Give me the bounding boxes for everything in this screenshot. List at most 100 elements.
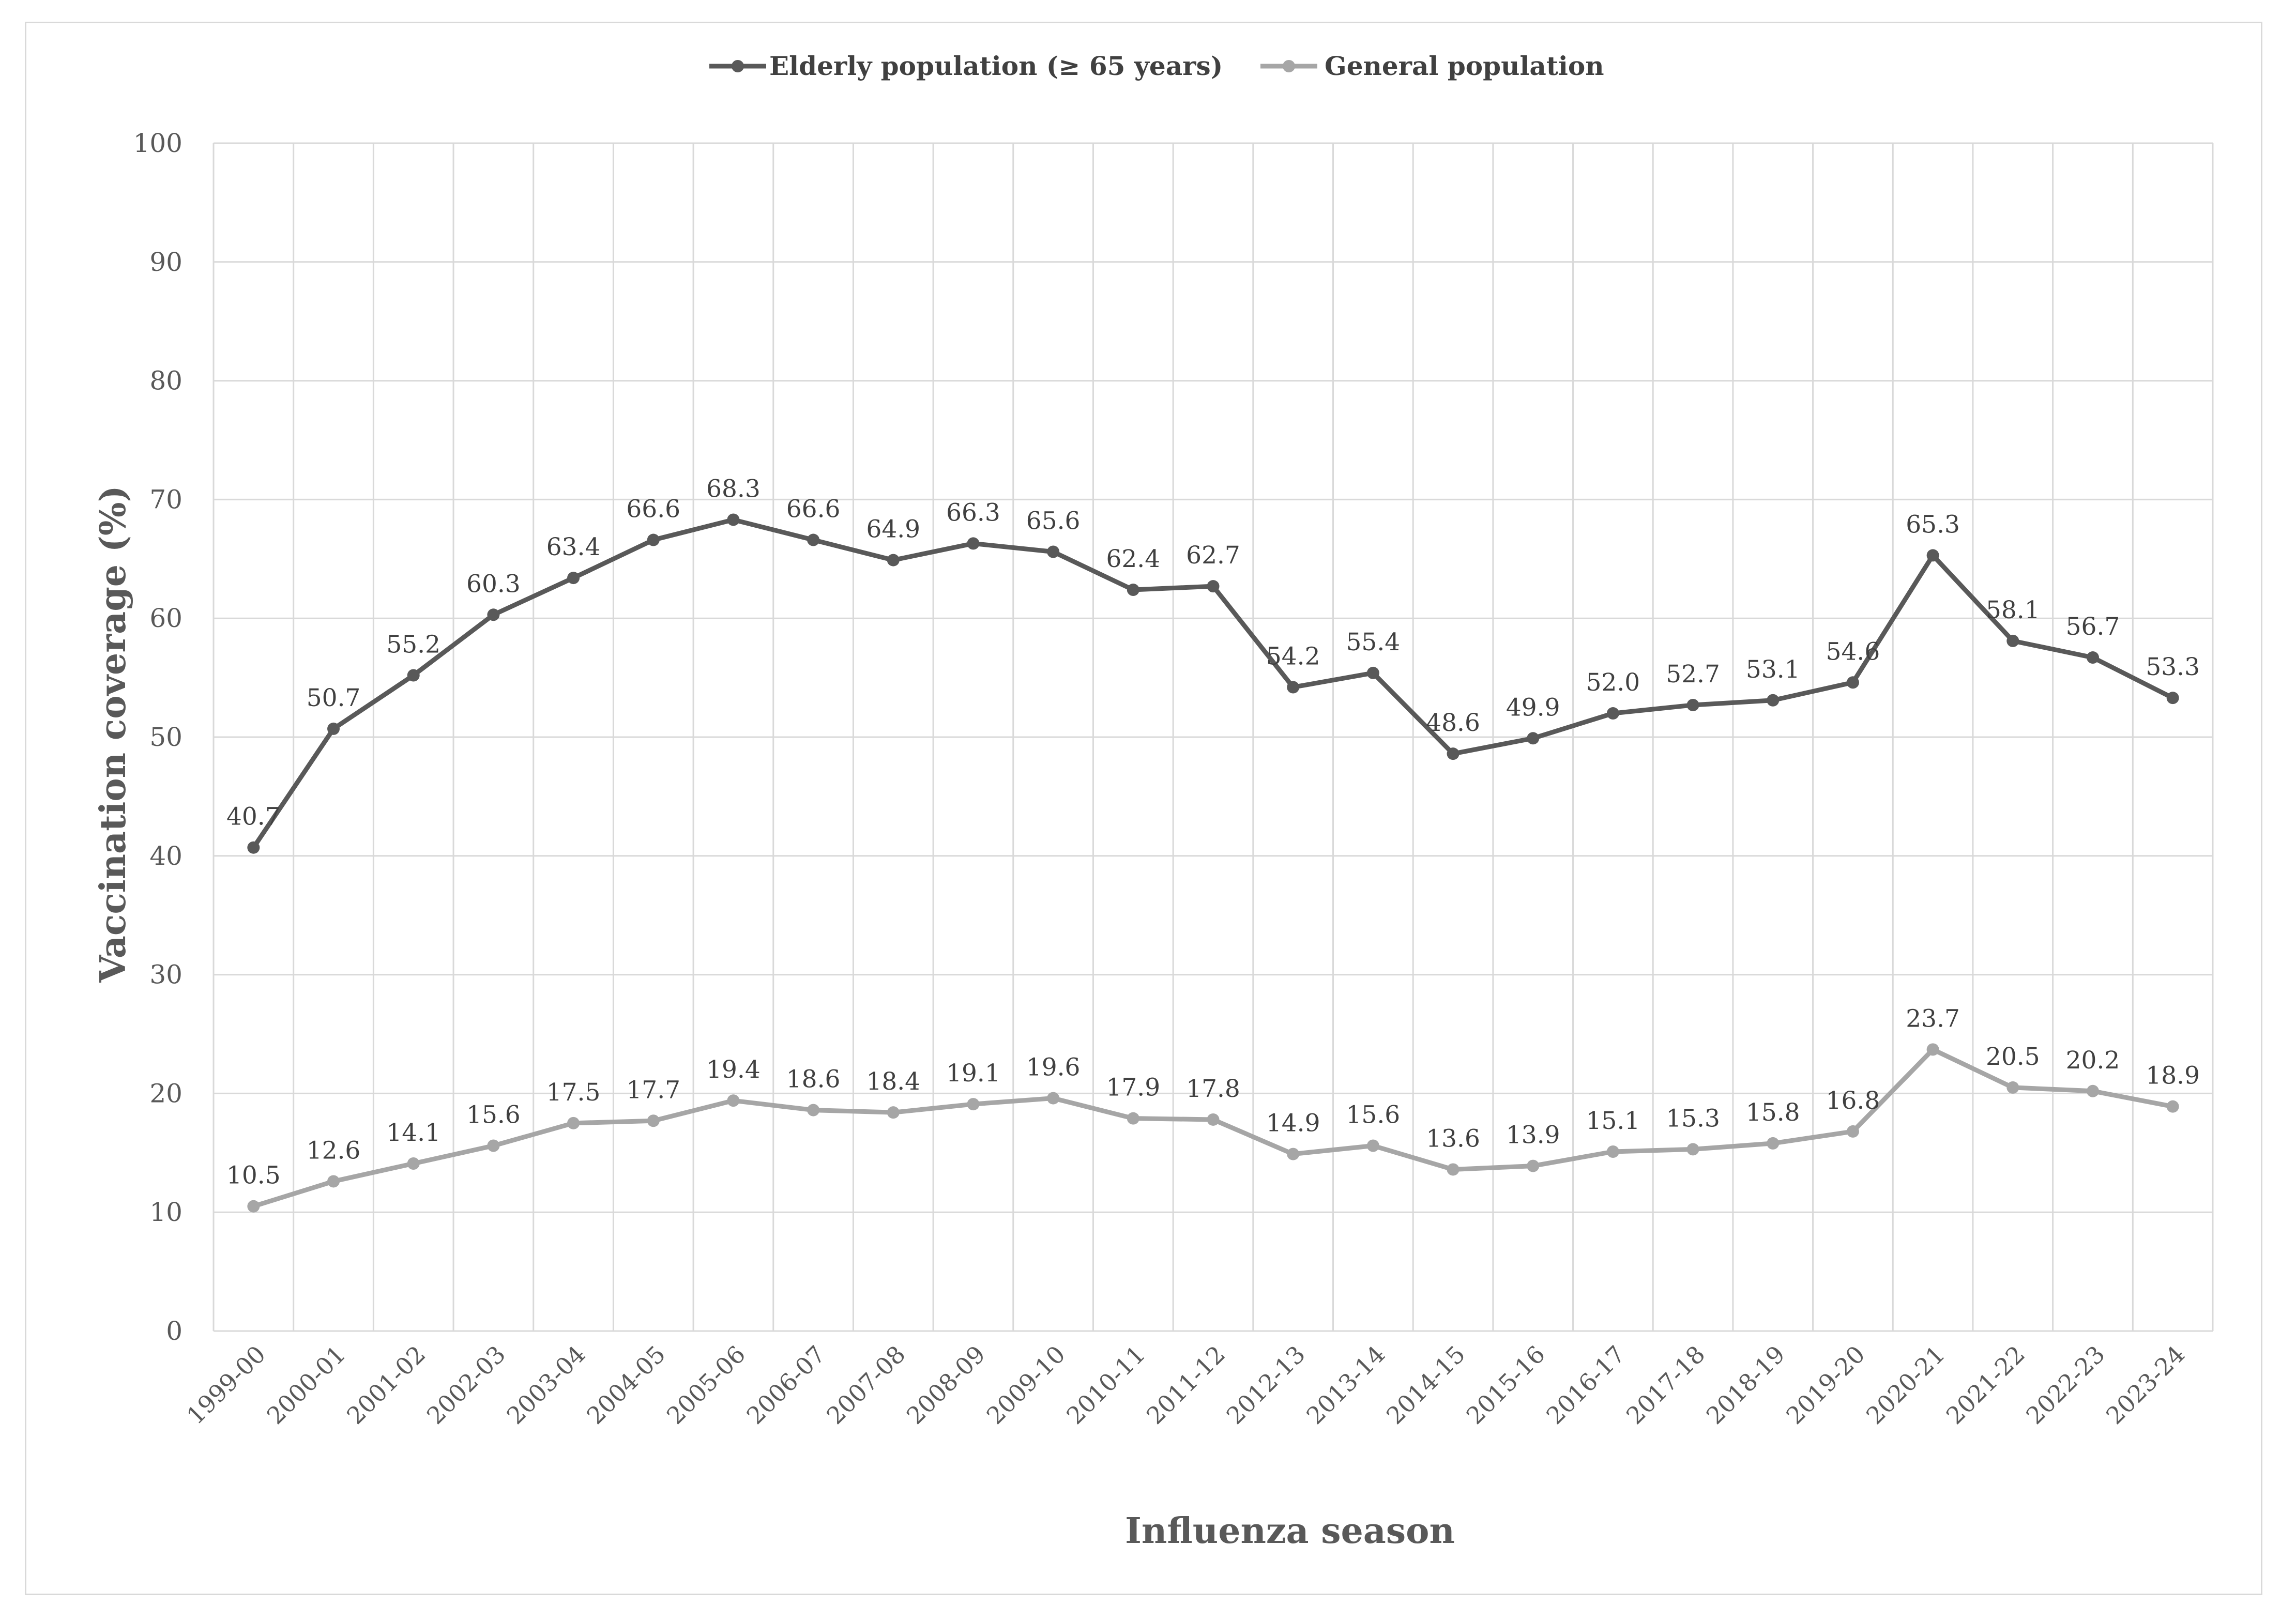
x-tick-label: 2004-05 <box>581 1340 671 1430</box>
data-label: 13.6 <box>1426 1124 1480 1153</box>
data-label: 54.6 <box>1826 637 1880 666</box>
x-tick-label: 2022-23 <box>2020 1340 2110 1430</box>
data-point[interactable] <box>967 1098 980 1111</box>
data-point[interactable] <box>1926 549 1939 562</box>
x-tick-label: 2013-14 <box>1301 1340 1390 1430</box>
y-tick-label: 80 <box>149 366 183 396</box>
y-tick-label: 70 <box>149 484 183 514</box>
data-point[interactable] <box>1606 707 1619 720</box>
data-point[interactable] <box>247 1200 260 1213</box>
data-point[interactable] <box>1287 681 1300 694</box>
data-point[interactable] <box>887 1106 900 1119</box>
chart-frame <box>25 22 2262 1595</box>
y-tick-label: 30 <box>149 960 183 990</box>
data-label: 13.9 <box>1506 1121 1560 1150</box>
data-point[interactable] <box>1527 1159 1540 1172</box>
data-label: 16.8 <box>1826 1087 1880 1115</box>
data-point[interactable] <box>1767 1137 1780 1150</box>
data-point[interactable] <box>1366 1139 1379 1152</box>
y-tick-label: 40 <box>149 841 183 871</box>
data-point[interactable] <box>247 841 260 854</box>
data-label: 52.0 <box>1586 668 1640 697</box>
data-point[interactable] <box>647 533 660 546</box>
x-axis-title: Influenza season <box>1125 1510 1455 1552</box>
data-point[interactable] <box>807 1104 820 1117</box>
x-tick-label: 2017-18 <box>1621 1340 1710 1430</box>
legend-item-elderly[interactable]: Elderly population (≥ 65 years) <box>709 51 1223 81</box>
data-point[interactable] <box>1767 694 1780 707</box>
y-tick-label: 60 <box>149 603 183 633</box>
y-tick-label: 10 <box>149 1197 183 1227</box>
data-point[interactable] <box>1207 1113 1220 1126</box>
data-label: 55.2 <box>386 631 440 659</box>
data-point[interactable] <box>1127 1112 1139 1125</box>
legend-label-elderly: Elderly population (≥ 65 years) <box>769 51 1223 81</box>
legend-item-general[interactable]: General population <box>1260 51 1604 81</box>
data-label: 15.6 <box>466 1101 521 1129</box>
data-point[interactable] <box>327 722 340 735</box>
data-point[interactable] <box>1686 1143 1699 1156</box>
data-point[interactable] <box>1606 1145 1619 1158</box>
data-label: 18.6 <box>786 1065 841 1094</box>
data-point[interactable] <box>487 1139 500 1152</box>
data-point[interactable] <box>567 572 580 585</box>
data-point[interactable] <box>2006 1081 2019 1094</box>
data-label: 20.2 <box>2066 1046 2120 1075</box>
x-tick-label: 2000-01 <box>261 1340 351 1430</box>
data-point[interactable] <box>1686 698 1699 711</box>
data-point[interactable] <box>647 1114 660 1127</box>
y-axis-ticks: 0 10 20 30 40 50 60 70 80 90 100 <box>133 128 183 1346</box>
x-tick-label: 2002-03 <box>421 1340 511 1430</box>
data-labels: 40.7 50.7 55.2 60.3 63.4 66.6 68.3 66.6 64.9 66.3… <box>226 475 2200 1189</box>
data-label: 66.6 <box>626 495 680 524</box>
data-point[interactable] <box>1366 666 1379 679</box>
x-tick-label: 1999-00 <box>181 1340 271 1430</box>
y-tick-label: 100 <box>133 128 183 158</box>
data-point[interactable] <box>967 537 980 550</box>
data-label: 14.9 <box>1266 1109 1320 1138</box>
data-label: 17.5 <box>546 1078 601 1107</box>
data-point[interactable] <box>487 608 500 621</box>
data-point[interactable] <box>887 554 900 567</box>
x-tick-label: 2016-17 <box>1541 1340 1630 1430</box>
data-point[interactable] <box>567 1117 580 1129</box>
data-point[interactable] <box>1207 580 1220 593</box>
data-point[interactable] <box>2166 1100 2179 1113</box>
series-line <box>251 1047 2176 1209</box>
data-point[interactable] <box>1846 1125 1859 1138</box>
data-label: 23.7 <box>1906 1004 1960 1033</box>
data-label: 15.3 <box>1666 1104 1720 1133</box>
data-point[interactable] <box>1846 676 1859 689</box>
data-point[interactable] <box>727 513 740 526</box>
data-label: 15.1 <box>1586 1107 1640 1135</box>
x-tick-label: 2005-06 <box>661 1340 751 1430</box>
data-point[interactable] <box>1926 1043 1939 1056</box>
data-point[interactable] <box>807 533 820 546</box>
data-label: 65.3 <box>1906 510 1960 539</box>
data-point[interactable] <box>1527 732 1540 745</box>
data-point[interactable] <box>727 1094 740 1107</box>
data-point[interactable] <box>1047 545 1060 558</box>
data-point[interactable] <box>2006 634 2019 647</box>
data-point[interactable] <box>2086 1084 2099 1097</box>
gridlines <box>212 142 2214 1332</box>
data-label: 17.8 <box>1186 1075 1240 1103</box>
x-tick-label: 2011-12 <box>1141 1340 1230 1430</box>
data-point[interactable] <box>327 1175 340 1188</box>
data-point[interactable] <box>1287 1148 1300 1160</box>
x-tick-label: 2020-21 <box>1861 1340 1950 1430</box>
legend: Elderly population (≥ 65 years) General … <box>709 51 1604 81</box>
data-point[interactable] <box>1127 584 1139 597</box>
data-point[interactable] <box>407 669 420 682</box>
data-point[interactable] <box>1447 747 1459 760</box>
x-tick-label: 2014-15 <box>1381 1340 1470 1430</box>
data-label: 40.7 <box>226 803 281 831</box>
series-layer <box>247 513 2179 1213</box>
series-elderly <box>247 513 2179 854</box>
data-point[interactable] <box>2166 692 2179 705</box>
data-point[interactable] <box>407 1157 420 1170</box>
data-point[interactable] <box>1447 1163 1459 1176</box>
data-point[interactable] <box>1047 1092 1060 1105</box>
data-point[interactable] <box>2086 651 2099 664</box>
data-label: 49.9 <box>1506 693 1560 722</box>
